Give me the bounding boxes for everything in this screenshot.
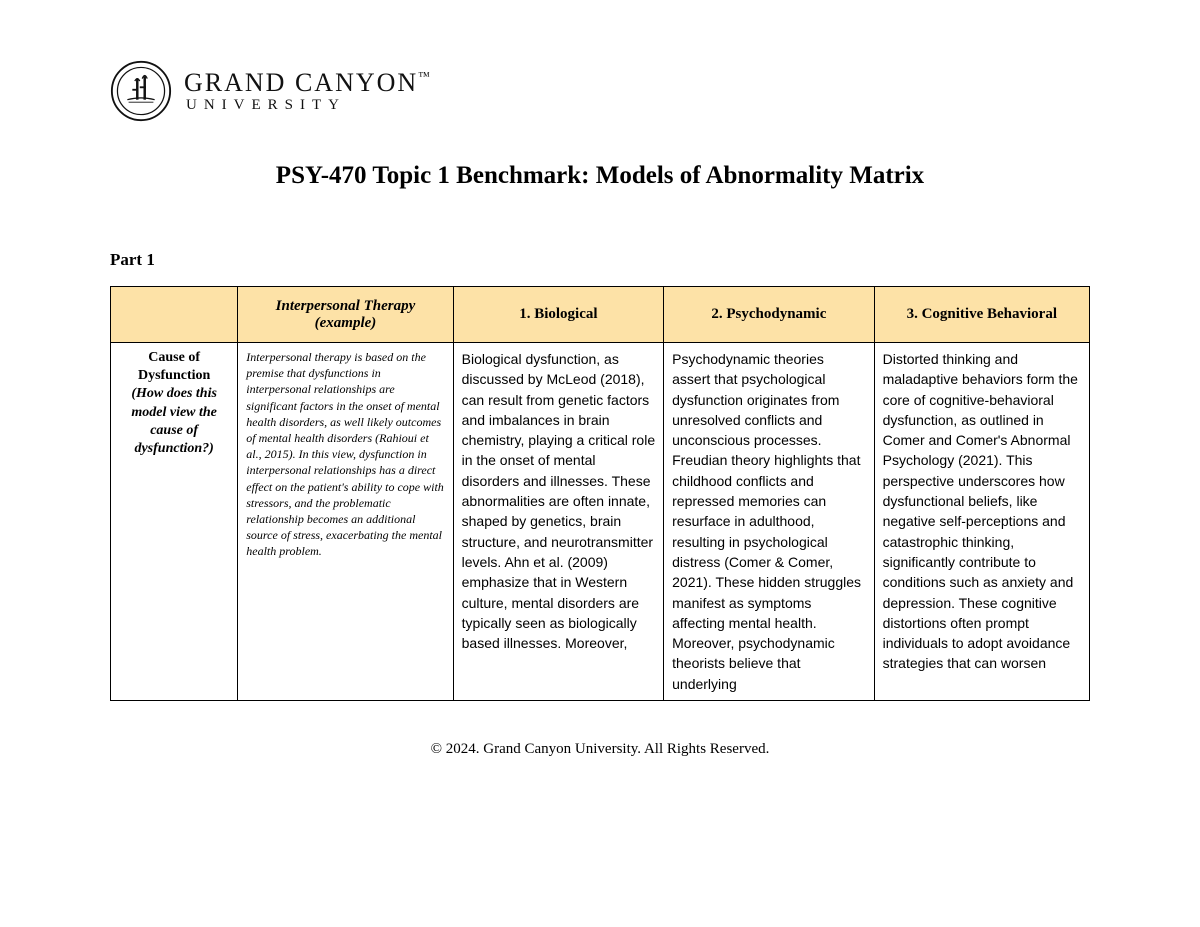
row-header-main: Cause of Dysfunction — [119, 349, 229, 385]
col-header-cognitive: 3. Cognitive Behavioral — [874, 287, 1089, 343]
cell-biological: Biological dysfunction, as discussed by … — [453, 343, 663, 701]
document-title: PSY-470 Topic 1 Benchmark: Models of Abn… — [110, 162, 1090, 190]
university-wordmark: GRAND CANYON™ UNIVERSITY — [184, 70, 432, 113]
cell-psychodynamic: Psychodynamic theories assert that psych… — [664, 343, 874, 701]
col-header-blank — [111, 287, 238, 343]
col-header-biological: 1. Biological — [453, 287, 663, 343]
cell-interpersonal-example: Interpersonal therapy is based on the pr… — [238, 343, 453, 701]
wordmark-line2: UNIVERSITY — [184, 98, 432, 113]
part-label: Part 1 — [110, 250, 1090, 270]
trademark-symbol: ™ — [418, 69, 432, 83]
wordmark-line1-text: GRAND CANYON — [184, 68, 418, 97]
document-page: GRAND CANYON™ UNIVERSITY PSY-470 Topic 1… — [0, 0, 1200, 758]
col-header-psychodynamic: 2. Psychodynamic — [664, 287, 874, 343]
row-header-sub: (How does this model view the cause of d… — [119, 385, 229, 458]
university-seal-icon — [110, 60, 172, 122]
university-logo: GRAND CANYON™ UNIVERSITY — [110, 60, 1090, 122]
matrix-table-viewport: Interpersonal Therapy (example) 1. Biolo… — [110, 286, 1090, 711]
cell-cognitive: Distorted thinking and maladaptive behav… — [874, 343, 1089, 701]
row-header-cause: Cause of Dysfunction (How does this mode… — [111, 343, 238, 701]
col-header-interpersonal: Interpersonal Therapy (example) — [238, 287, 453, 343]
table-row: Cause of Dysfunction (How does this mode… — [111, 343, 1090, 701]
table-header-row: Interpersonal Therapy (example) 1. Biolo… — [111, 287, 1090, 343]
wordmark-line1: GRAND CANYON™ — [184, 70, 432, 96]
copyright-footer: © 2024. Grand Canyon University. All Rig… — [110, 741, 1090, 758]
abnormality-matrix-table: Interpersonal Therapy (example) 1. Biolo… — [110, 286, 1090, 701]
